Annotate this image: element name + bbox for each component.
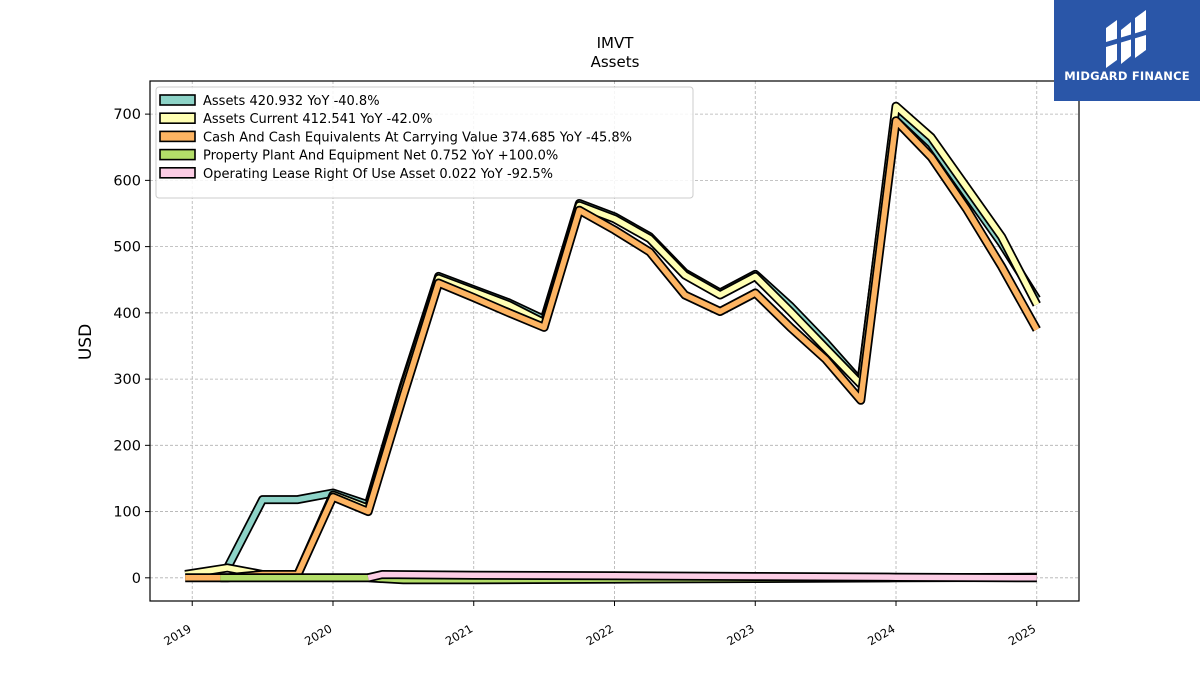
legend-label: Assets 420.932 YoY -40.8% [203, 94, 380, 109]
y-tick-label: 0 [132, 571, 141, 587]
legend-label: Cash And Cash Equivalents At Carrying Va… [203, 130, 632, 145]
legend-box [155, 86, 694, 199]
x-tick-label: 2022 [584, 621, 616, 648]
x-ticks: 2019 2020 2021 2022 2023 2024 2025 [161, 601, 1038, 648]
series-lines [184, 101, 1041, 585]
x-tick-label: 2019 [161, 621, 193, 648]
legend-swatch [159, 130, 196, 143]
y-tick-label: 500 [113, 240, 141, 256]
y-tick-label: 300 [113, 372, 141, 388]
y-tick-label: 400 [113, 306, 141, 322]
x-tick-label: 2024 [865, 621, 897, 648]
chart-subtitle: Assets [591, 53, 640, 71]
y-tick-label: 700 [113, 107, 141, 123]
y-axis-label: USD [76, 324, 96, 360]
chart-title: IMVT [597, 34, 635, 52]
x-tick-label: 2020 [302, 621, 334, 648]
brand-name: MIDGARD FINANCE [1064, 69, 1190, 83]
legend: Assets 420.932 YoY -40.8% Assets Current … [155, 86, 694, 199]
y-ticks: 0 100 200 300 400 500 600 700 [113, 107, 150, 587]
x-tick-label: 2025 [1006, 621, 1038, 648]
x-tick-label: 2021 [443, 621, 475, 648]
series-line [367, 571, 1037, 581]
legend-swatch [159, 148, 196, 161]
y-tick-label: 200 [113, 438, 141, 454]
legend-swatch [159, 112, 196, 124]
series-line [185, 117, 1040, 581]
brand-logo: MIDGARD FINANCE [1054, 0, 1200, 101]
legend-label: Operating Lease Right Of Use Asset 0.022… [203, 167, 553, 182]
x-tick-label: 2023 [724, 621, 756, 648]
legend-label: Assets Current 412.541 YoY -42.0% [203, 112, 433, 127]
y-tick-label: 600 [113, 173, 141, 189]
legend-swatch [159, 167, 196, 179]
legend-swatch [159, 94, 196, 106]
midgard-logo-icon [1106, 10, 1146, 68]
legend-label: Property Plant And Equipment Net 0.752 Y… [203, 149, 558, 164]
y-tick-label: 100 [113, 505, 141, 521]
